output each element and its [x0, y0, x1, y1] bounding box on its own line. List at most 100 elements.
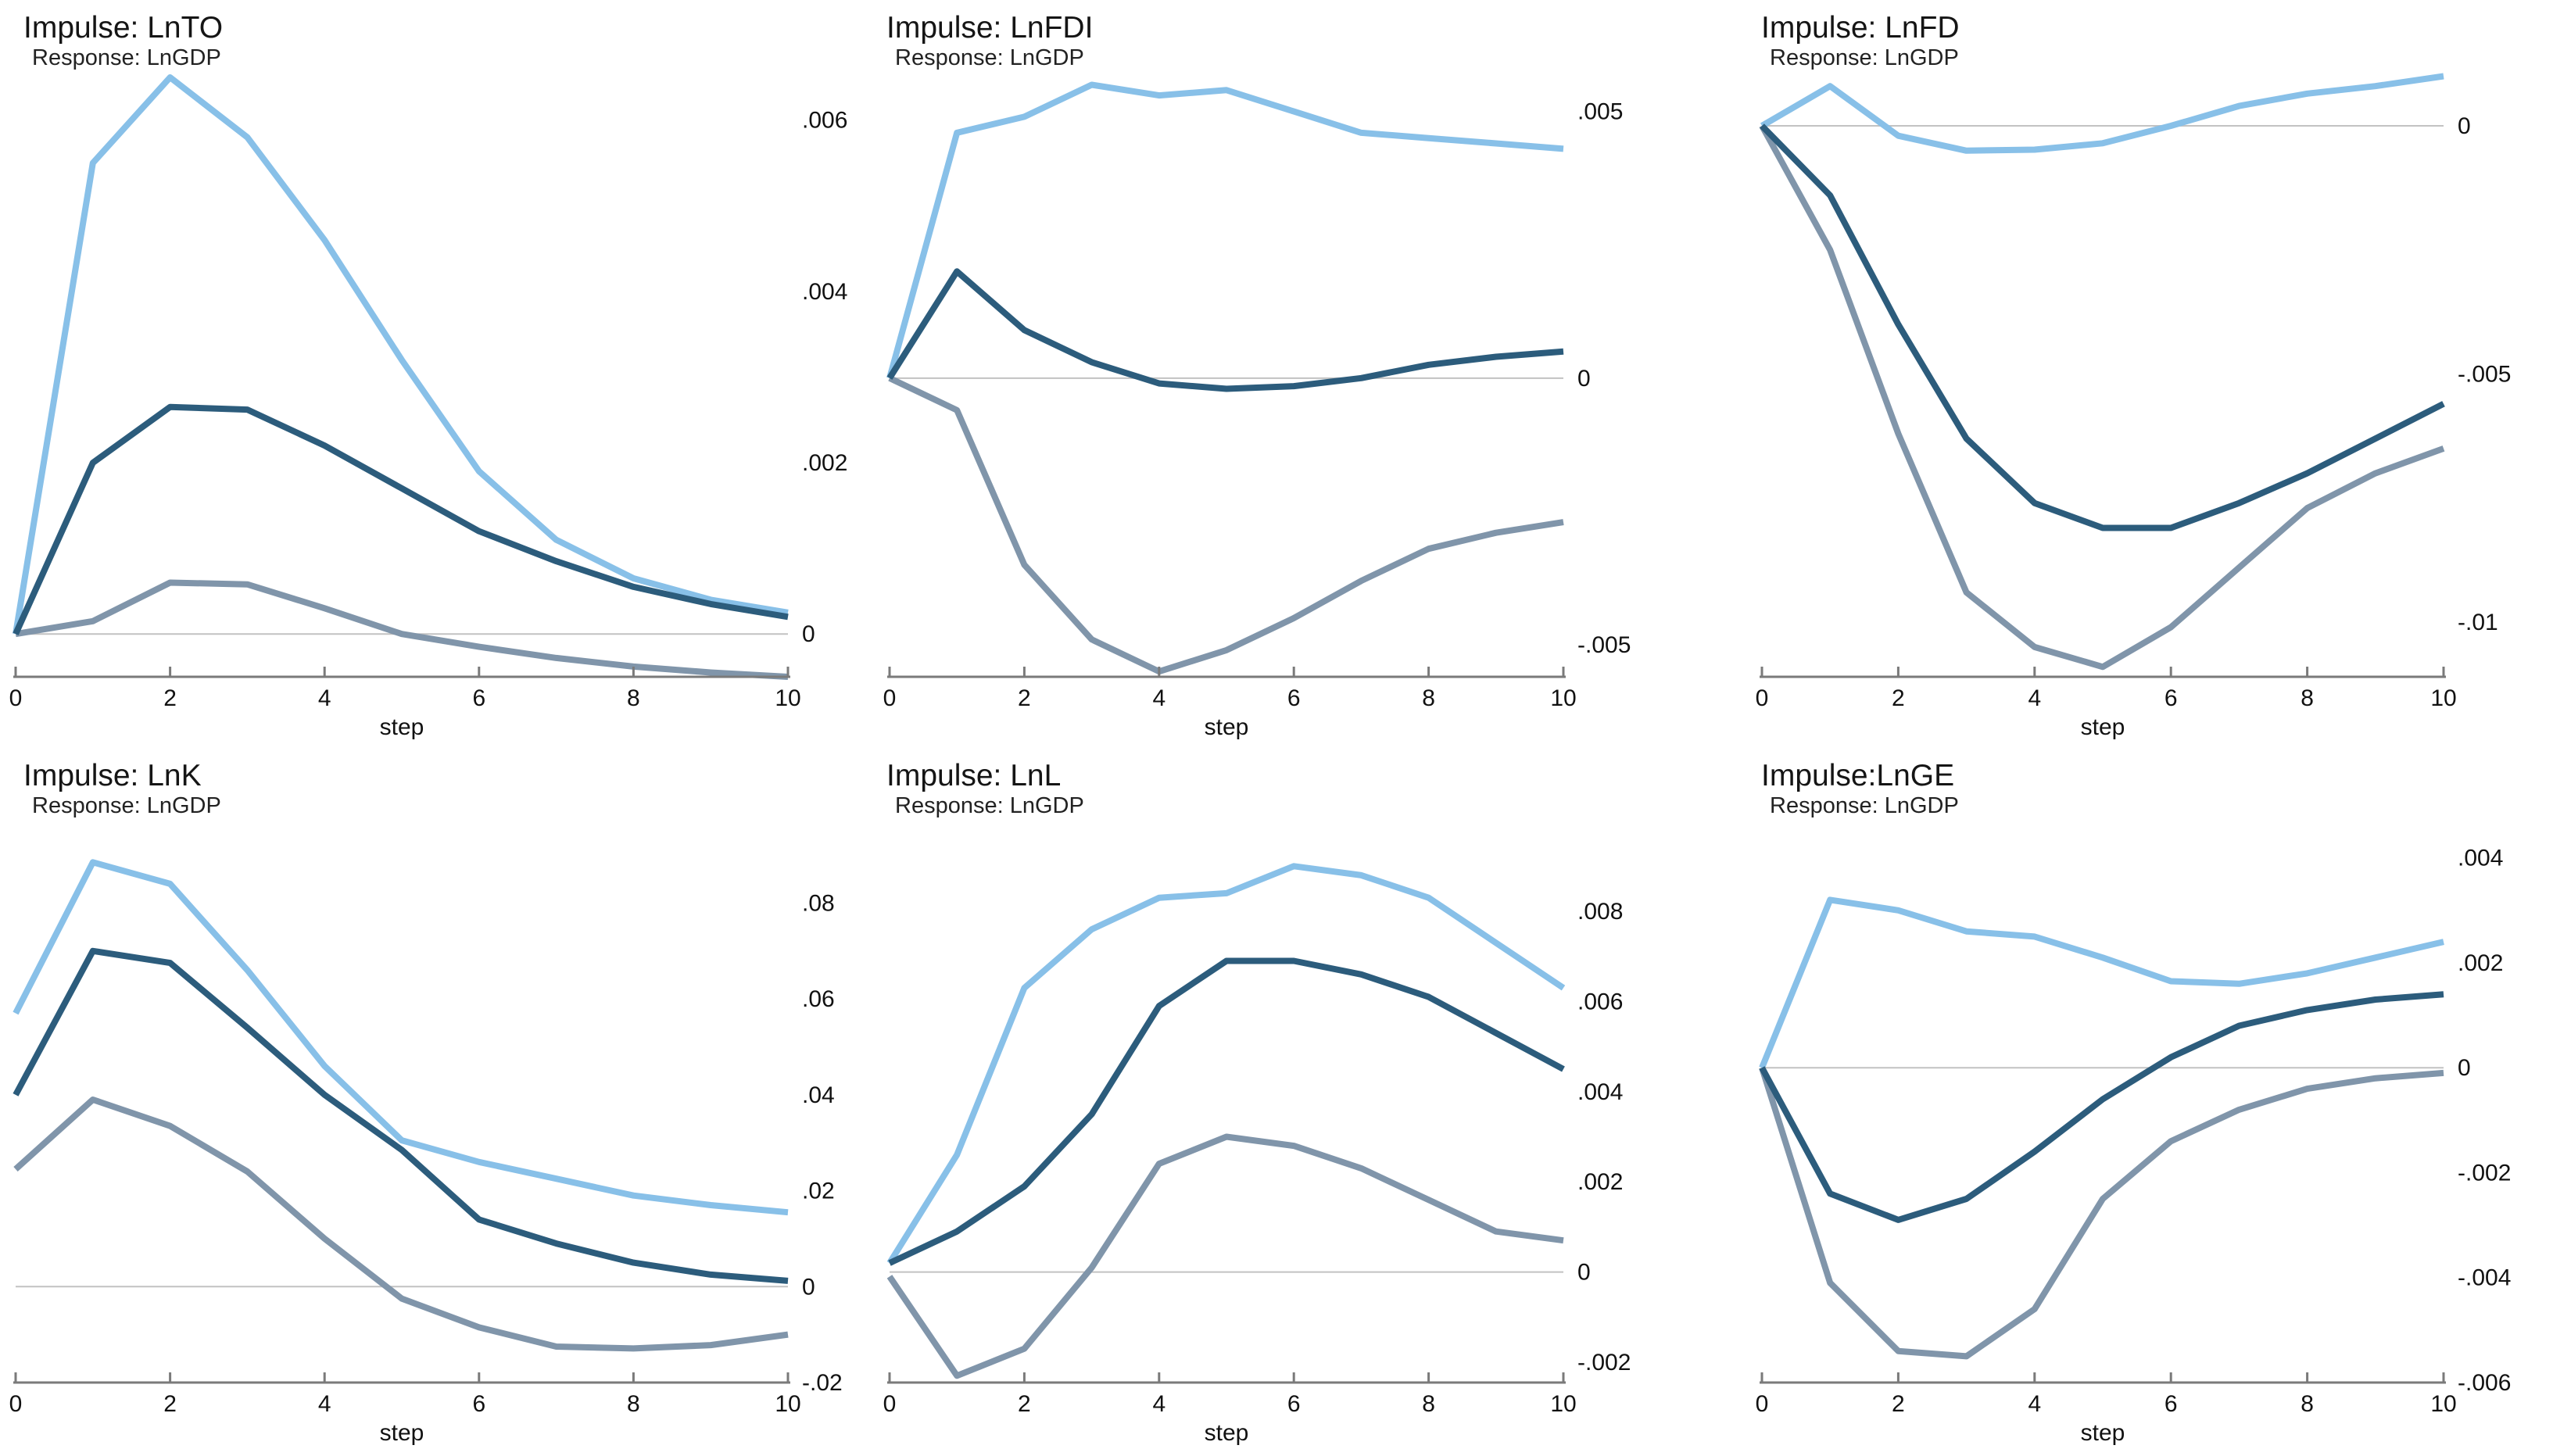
- x-tick-label: 10: [775, 685, 800, 711]
- y-tick-label: -.002: [1577, 1350, 1631, 1376]
- series-irf-estimate: [13, 403, 789, 635]
- x-tick-label: 8: [627, 1391, 640, 1417]
- series-upper-95-ci: [1759, 896, 2444, 1069]
- panel-header: Impulse: LnFD Response: LnGDP: [1761, 11, 1960, 72]
- x-tick-label: 6: [1287, 1391, 1301, 1417]
- panel-title: Impulse: LnK: [23, 759, 202, 792]
- series-upper-95-ci: [886, 863, 1566, 1265]
- series-lower-95-ci: [1759, 1066, 2444, 1360]
- x-tick-label: 10: [775, 1391, 800, 1417]
- x-tick-label: 2: [1018, 685, 1031, 711]
- y-tick-label: .004: [1577, 1079, 1623, 1105]
- panel-subtitle: Response: LnGDP: [1770, 45, 1959, 70]
- irf-plot-lnk: 0 2 4 6 8 10 step .08 .06 .04 .02 0 -.02: [9, 859, 843, 1446]
- y-tick-label: 0: [802, 621, 815, 647]
- x-tick-label: 10: [1550, 1391, 1576, 1417]
- x-tick-label: 0: [1756, 685, 1769, 711]
- irf-panel-lnfdi: Impulse: LnFDI Response: LnGDP 0 2 4 6 8 10 st…: [850, 0, 1701, 740]
- x-tick-label: 4: [2028, 685, 2041, 711]
- x-tick-label: 2: [1018, 1391, 1031, 1417]
- irf-panel-lnfd: Impulse: LnFD Response: LnGDP 0 2 4 6 8 10 ste…: [1701, 0, 2551, 740]
- y-tick-label: -.01: [2458, 610, 2498, 635]
- series-lower-95-ci: [888, 375, 1564, 675]
- y-tick-label: 0: [1577, 1260, 1591, 1286]
- x-tick-label: 10: [1550, 685, 1576, 711]
- series-irf-estimate: [888, 957, 1565, 1266]
- y-tick-label: -.004: [2458, 1265, 2511, 1291]
- x-tick-label: 6: [2164, 685, 2178, 711]
- y-tick-label: 0: [2458, 113, 2471, 139]
- x-tick-label: 0: [9, 1391, 23, 1417]
- panel-subtitle: Response: LnGDP: [32, 792, 221, 818]
- irf-panel-lnl: Impulse: LnL Response: LnGDP 0 2 4 6 8 10 step…: [850, 728, 1701, 1455]
- panel-title: Impulse: LnFDI: [886, 11, 1094, 45]
- panel-header: Impulse: LnTO Response: LnGDP: [23, 11, 224, 72]
- y-tick-label: .002: [2458, 950, 2503, 976]
- y-tick-label: .006: [1577, 989, 1623, 1014]
- irf-panel-lnge: Impulse:LnGE Response: LnGDP 0 2 4 6 8 10 step…: [1701, 728, 2551, 1455]
- x-tick-label: 10: [2430, 685, 2456, 711]
- panel-subtitle: Response: LnGDP: [1770, 792, 1959, 818]
- x-tick-label: 2: [1892, 1391, 1905, 1417]
- series-upper-95-ci: [13, 74, 789, 635]
- x-axis-title: step: [1205, 714, 1249, 740]
- irf-plot-lnl: 0 2 4 6 8 10 step .008 .006 .004 .002 0 -.002: [883, 863, 1631, 1446]
- x-axis-title: step: [380, 1420, 424, 1446]
- series-upper-95-ci: [886, 81, 1564, 379]
- y-tick-label: .08: [802, 890, 835, 916]
- series-lower-95-ci: [886, 1133, 1564, 1379]
- y-tick-label: .004: [802, 279, 847, 305]
- x-tick-label: 2: [1892, 685, 1905, 711]
- panel-header: Impulse: LnFDI Response: LnGDP: [886, 11, 1094, 72]
- panel-header: Impulse: LnL Response: LnGDP: [886, 760, 1084, 820]
- panel-title: Impulse: LnL: [886, 759, 1062, 792]
- panel-title: Impulse:LnGE: [1761, 759, 1955, 792]
- irf-plot-lnge: 0 2 4 6 8 10 step .004 .002 0 -.002 -.004 -.006: [1756, 846, 2512, 1446]
- x-tick-label: 8: [2301, 685, 2314, 711]
- y-tick-label: 0: [1577, 366, 1591, 392]
- x-tick-label: 6: [472, 1391, 485, 1417]
- irf-plot-lnto: 0 2 4 6 8 10 step .006 .004 .002 0: [9, 74, 847, 740]
- x-tick-label: 4: [1152, 685, 1166, 711]
- x-tick-label: 0: [9, 685, 23, 711]
- series-upper-95-ci: [13, 859, 789, 1216]
- panel-subtitle: Response: LnGDP: [895, 45, 1084, 70]
- x-tick-label: 4: [318, 1391, 331, 1417]
- x-tick-label: 4: [318, 685, 331, 711]
- y-tick-label: -.005: [1577, 632, 1631, 658]
- panel-title: Impulse: LnFD: [1761, 11, 1960, 45]
- x-tick-label: 6: [1287, 685, 1301, 711]
- y-tick-label: -.006: [2458, 1370, 2511, 1396]
- series-upper-95-ci: [1760, 73, 2444, 154]
- x-axis-title: step: [2081, 1420, 2125, 1446]
- series-lower-95-ci: [15, 579, 789, 680]
- panel-title: Impulse: LnTO: [23, 11, 224, 45]
- series-lower-95-ci: [1759, 124, 2445, 671]
- y-tick-label: -.02: [802, 1370, 843, 1396]
- y-tick-label: .04: [802, 1082, 835, 1108]
- x-axis-title: step: [1205, 1420, 1249, 1446]
- y-tick-label: .008: [1577, 899, 1623, 925]
- series-irf-estimate: [886, 268, 1564, 392]
- irf-plot-lnfd: 0 2 4 6 8 10 step 0 -.005 -.01: [1756, 73, 2511, 740]
- x-tick-label: 0: [883, 1391, 897, 1417]
- y-tick-label: .005: [1577, 99, 1623, 125]
- x-tick-label: 2: [163, 685, 177, 711]
- y-tick-label: .006: [802, 108, 847, 134]
- x-tick-label: 8: [1422, 1391, 1435, 1417]
- y-tick-label: .02: [802, 1179, 835, 1204]
- irf-panel-lnto: Impulse: LnTO Response: LnGDP 0 2 4 6 8 10 ste…: [0, 0, 850, 740]
- x-tick-label: 6: [2164, 1391, 2178, 1417]
- series-irf-estimate: [13, 947, 789, 1284]
- panel-subtitle: Response: LnGDP: [895, 792, 1084, 818]
- y-tick-label: .004: [2458, 846, 2503, 871]
- irf-plot-lnfdi: 0 2 4 6 8 10 step .005 0 -.005: [883, 81, 1631, 740]
- panel-header: Impulse:LnGE Response: LnGDP: [1761, 760, 1959, 820]
- panel-header: Impulse: LnK Response: LnGDP: [23, 760, 221, 820]
- panel-subtitle: Response: LnGDP: [32, 45, 221, 70]
- irf-panel-lnk: Impulse: LnK Response: LnGDP 0 2 4 6 8 10 step…: [0, 728, 850, 1455]
- series-irf-estimate: [1760, 123, 2445, 531]
- x-axis-title: step: [380, 714, 424, 740]
- x-tick-label: 4: [2028, 1391, 2041, 1417]
